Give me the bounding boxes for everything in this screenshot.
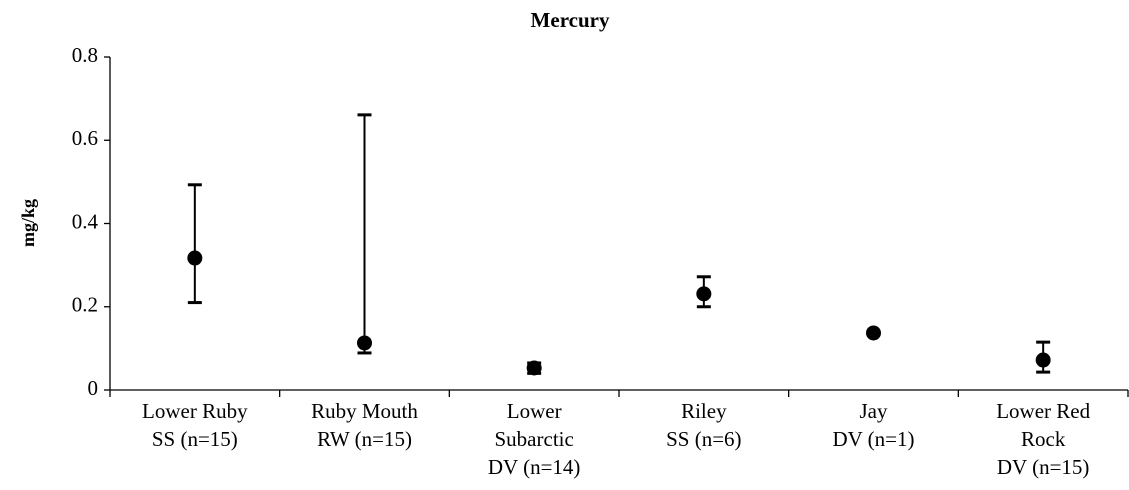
x-tick-label: DV (n=15) <box>997 455 1090 479</box>
dot <box>187 250 203 266</box>
dot <box>1035 352 1051 368</box>
x-tick-label: DV (n=14) <box>488 455 581 479</box>
x-tick-label: SS (n=15) <box>152 427 238 451</box>
y-tick-label: 0.6 <box>72 126 98 150</box>
y-axis-label: mg/kg <box>18 199 38 247</box>
x-tick-label: SS (n=6) <box>666 427 741 451</box>
x-tick-label: DV (n=1) <box>832 427 914 451</box>
x-tick-label: Lower Red <box>996 399 1090 423</box>
y-tick-label: 0 <box>88 376 99 400</box>
dot <box>526 360 542 376</box>
dot <box>357 335 372 351</box>
y-tick-label: 0.4 <box>72 209 99 233</box>
dot <box>866 325 881 341</box>
x-tick-label: RW (n=15) <box>317 427 412 451</box>
chart-title: Mercury <box>531 8 610 32</box>
y-tick-label: 0.8 <box>72 43 98 67</box>
y-tick-label: 0.2 <box>72 293 98 317</box>
x-tick-label: Jay <box>860 399 888 423</box>
x-tick-label: Lower <box>507 399 562 423</box>
x-tick-label: Rock <box>1021 427 1066 451</box>
x-tick-label: Subarctic <box>495 427 574 451</box>
x-tick-label: Lower Ruby <box>142 399 248 423</box>
x-tick-label: Riley <box>681 399 727 423</box>
dot <box>696 286 712 302</box>
x-tick-label: Ruby Mouth <box>311 399 418 423</box>
